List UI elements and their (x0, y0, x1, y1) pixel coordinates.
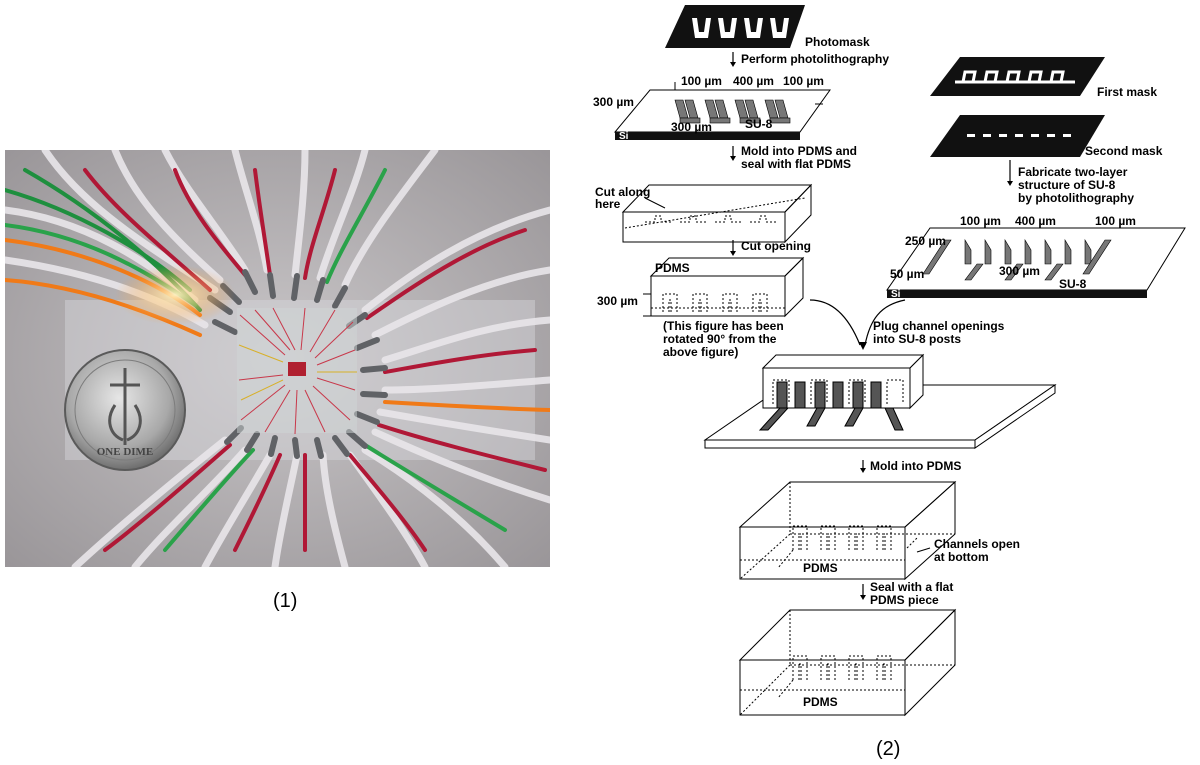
dim-b-100b: 100 µm (1095, 214, 1136, 228)
step-photolithography: Perform photolithography (741, 52, 889, 66)
second-mask-label: Second mask (1085, 144, 1163, 158)
channels-line2: at bottom (934, 550, 989, 564)
step-cut-opening: Cut opening (741, 239, 811, 253)
photomask-label: Photomask (805, 35, 870, 49)
step-mold2: Mold into PDMS (870, 459, 961, 473)
dim-b-250: 250 µm (905, 234, 946, 248)
cut-label-line2: here (595, 197, 621, 211)
microfluidic-chip (237, 307, 357, 435)
dim-b-400: 400 µm (1015, 214, 1056, 228)
second-mask-graphic (930, 115, 1105, 157)
dim-300-box: 300 µm (597, 294, 638, 308)
plug-line1: Plug channel openings (873, 319, 1005, 333)
pdms-block-c (738, 480, 957, 581)
cut-label-line1: Cut along (595, 185, 650, 199)
pdms-block-d (738, 608, 957, 717)
plug-line2: into SU-8 posts (873, 332, 961, 346)
fab-line3: by photolithography (1018, 191, 1134, 205)
pdms-block-b (649, 256, 805, 318)
si-a-label: Si (619, 131, 629, 142)
fabrication-diagram: Photomask Perform photolithography 100 µ… (585, 0, 1200, 720)
light-glare (115, 265, 235, 325)
tubing (5, 150, 550, 567)
fab-line2: structure of SU-8 (1018, 178, 1116, 192)
pdms-d-label: PDMS (803, 695, 838, 709)
assembly-graphic (703, 353, 1057, 449)
dim-a-300left: 300 µm (593, 95, 634, 109)
photomask-graphic (665, 5, 805, 48)
su8-wafer-b (886, 227, 1186, 298)
caption-diagram: (2) (876, 738, 901, 760)
seal-line2: PDMS piece (870, 593, 939, 607)
first-mask-graphic (930, 57, 1105, 96)
pdms-box-label: PDMS (655, 261, 690, 275)
step-mold-line2: seal with flat PDMS (741, 157, 851, 171)
chip-photo: ONE DIME (5, 150, 550, 567)
su8-wafer-a (613, 82, 831, 140)
dime-coin: ONE DIME (64, 349, 186, 471)
dim-a-100b: 100 µm (783, 74, 824, 88)
si-b-label: Si (891, 289, 901, 300)
rotated-note-line1: (This figure has been (663, 319, 784, 333)
seal-line1: Seal with a flat (870, 580, 953, 594)
channels-line1: Channels open (934, 537, 1020, 551)
su8-a-label: SU-8 (745, 117, 773, 131)
step-mold-line1: Mold into PDMS and (741, 144, 857, 158)
dim-b-300: 300 µm (999, 264, 1040, 278)
rotated-note-line3: above figure) (663, 345, 738, 359)
dim-a-400: 400 µm (733, 74, 774, 88)
rotated-note-line2: rotated 90° from the (663, 332, 777, 346)
dim-b-100: 100 µm (960, 214, 1001, 228)
dime-text: ONE DIME (97, 446, 154, 458)
fab-line1: Fabricate two-layer (1018, 165, 1128, 179)
dim-a-300: 300 µm (671, 120, 712, 134)
pdms-c-label: PDMS (803, 561, 838, 575)
pdms-block-a (621, 183, 813, 244)
dim-a-100: 100 µm (681, 74, 722, 88)
caption-photo: (1) (273, 590, 298, 612)
su8-b-label: SU-8 (1059, 277, 1087, 291)
dim-b-50: 50 µm (890, 267, 924, 281)
first-mask-label: First mask (1097, 85, 1157, 99)
